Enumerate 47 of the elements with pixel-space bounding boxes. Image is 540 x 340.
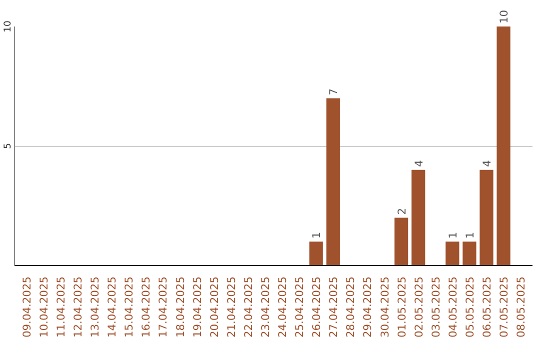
data-label: 1	[310, 232, 324, 239]
data-label: 1	[463, 232, 476, 239]
x-tick-label: 29.04.2025	[361, 276, 374, 338]
x-tick-label: 17.04.2025	[156, 276, 170, 338]
data-label: 4	[412, 160, 426, 167]
x-tick-label: 01.05.2025	[395, 276, 408, 338]
x-tick-label: 12.04.2025	[72, 276, 85, 338]
data-label: 7	[327, 88, 340, 96]
x-tick-label: 27.04.2025	[327, 276, 340, 338]
x-tick-label: 30.04.2025	[378, 276, 392, 338]
x-tick-label: 03.05.2025	[429, 276, 442, 338]
bar	[480, 170, 494, 266]
x-tick-label: 24.04.2025	[276, 276, 290, 338]
x-tick-label: 02.05.2025	[412, 276, 426, 338]
bar	[496, 26, 510, 266]
bar	[462, 242, 476, 266]
bar	[412, 170, 426, 266]
bar	[394, 218, 408, 266]
x-tick-label: 20.04.2025	[208, 276, 221, 338]
data-label: 1	[446, 232, 460, 239]
x-tick-label: 15.04.2025	[122, 276, 136, 338]
x-tick-label: 05.05.2025	[463, 276, 476, 338]
x-tick-label: 06.05.2025	[480, 276, 494, 338]
x-tick-label: 08.05.2025	[514, 276, 528, 338]
x-tick-label: 22.04.2025	[242, 276, 255, 338]
data-label: 4	[480, 160, 494, 167]
x-tick-label: 19.04.2025	[190, 276, 204, 338]
x-tick-label: 07.05.2025	[498, 276, 511, 338]
x-tick-label: 04.05.2025	[446, 276, 460, 338]
x-tick-label: 14.04.2025	[106, 276, 119, 338]
x-tick-label: 13.04.2025	[88, 276, 102, 338]
x-tick-label: 16.04.2025	[140, 276, 153, 338]
y-tick-label: 5	[2, 142, 14, 149]
x-tick-label: 26.04.2025	[310, 276, 324, 338]
x-tick-label: 21.04.2025	[224, 276, 238, 338]
x-tick-label: 11.04.2025	[54, 276, 68, 338]
x-tick-label: 25.04.2025	[293, 276, 306, 338]
x-tick-label: 28.04.2025	[344, 276, 358, 338]
x-tick-label: 09.04.2025	[20, 276, 34, 338]
bar	[446, 242, 460, 266]
data-label: 2	[395, 208, 408, 215]
bar	[309, 242, 323, 266]
x-tick-label: 23.04.2025	[258, 276, 272, 338]
data-label: 10	[498, 10, 511, 24]
x-tick-label: 18.04.2025	[174, 276, 187, 338]
bar	[326, 98, 340, 266]
x-tick-label: 10.04.2025	[37, 276, 50, 338]
